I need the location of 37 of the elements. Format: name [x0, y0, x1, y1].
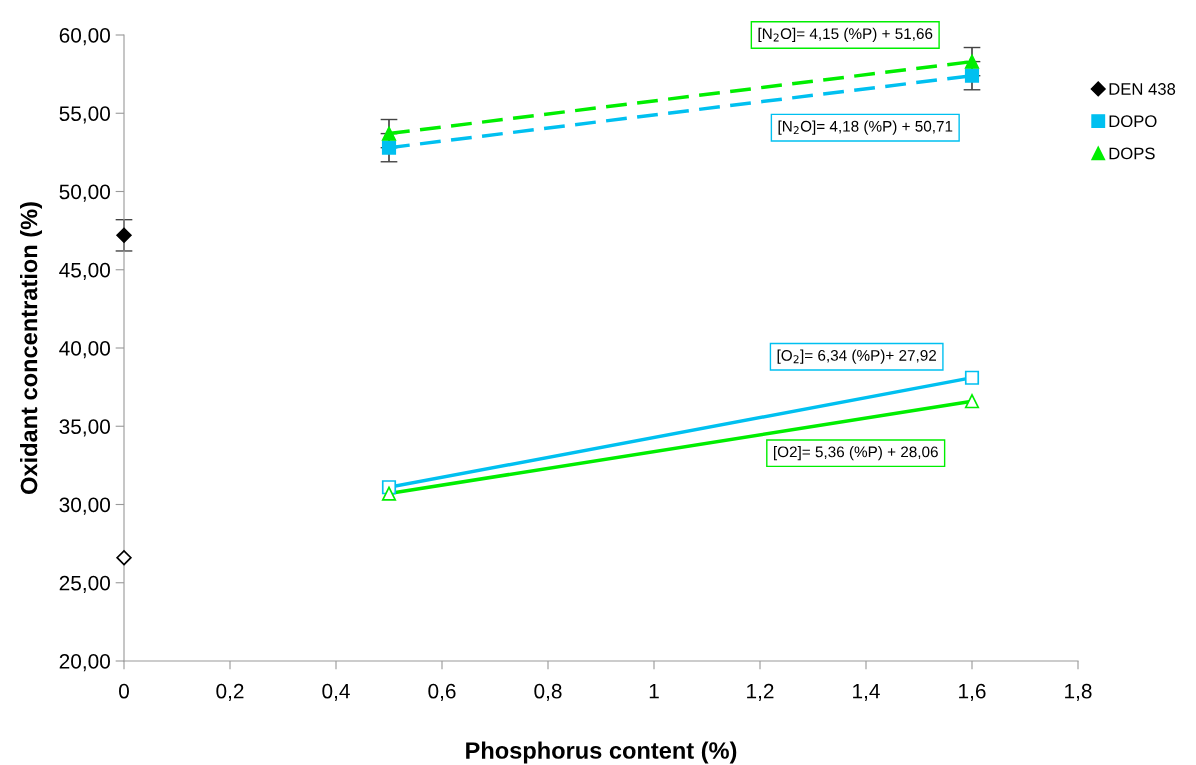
- legend-label: DEN 438: [1109, 83, 1176, 95]
- y-tick-label: 25,00: [59, 575, 110, 593]
- annotation: [N$_{2}$O]= 4,15 (%P) + 51,66: [758, 27, 933, 43]
- x-axis-title: Phosphorus content (%): [466, 741, 737, 764]
- point: [381, 126, 397, 141]
- point: [964, 370, 980, 385]
- x-tick-label: 1,6: [959, 683, 986, 701]
- point: [964, 68, 980, 83]
- y-axis-title: Oxidant concentration (%): [20, 202, 43, 494]
- x-tick-label: 0,2: [216, 683, 244, 701]
- x-tick-label: 1: [649, 683, 659, 699]
- y-tick-label: 60,00: [59, 28, 110, 46]
- point: [116, 550, 132, 566]
- annotation: [O2]= 5,36 (%P) + 28,06: [774, 446, 938, 461]
- x-tick-label: 1,2: [747, 683, 774, 701]
- y-tick-label: 40,00: [59, 341, 110, 359]
- x-tick-label: 0,8: [534, 683, 562, 701]
- x-tick-label: 1,4: [853, 683, 880, 701]
- annotation: [O$_{2}$]= 6,34 (%P)+ 27,92: [777, 349, 937, 364]
- x-tick-label: 0: [119, 683, 129, 699]
- legend-label: DOPO: [1109, 115, 1157, 128]
- point: [964, 54, 980, 69]
- annotation: [N$_{2}$O]= 4,18 (%P) + 50,71: [778, 120, 953, 135]
- x-tick-label: 0,6: [428, 683, 456, 701]
- y-tick-label: 55,00: [59, 106, 110, 124]
- x-tick-label: 1,8: [1065, 683, 1092, 701]
- y-tick-label: 45,00: [59, 262, 110, 280]
- legend-label: DOPS: [1109, 147, 1155, 160]
- y-tick-label: 20,00: [59, 654, 110, 672]
- point: [381, 140, 397, 155]
- y-tick-label: 35,00: [59, 419, 110, 437]
- point: [116, 227, 132, 244]
- y-tick-label: 50,00: [59, 184, 110, 202]
- point: [964, 394, 980, 409]
- point: [381, 486, 397, 501]
- x-tick-label: 0,4: [322, 683, 350, 701]
- y-tick-label: 30,00: [59, 497, 110, 515]
